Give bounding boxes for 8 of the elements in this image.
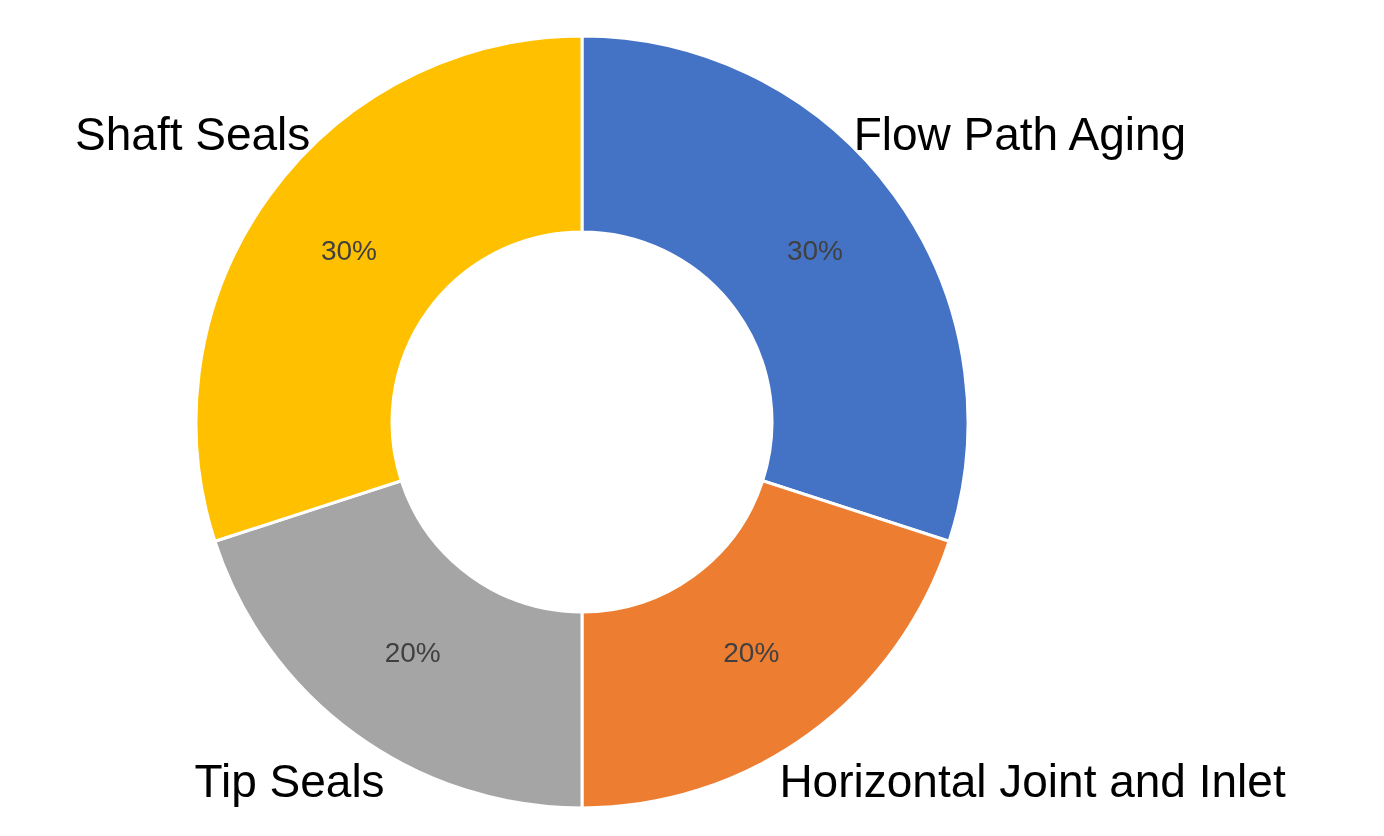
data-label: 30% (320, 235, 378, 267)
slice-label: Horizontal Joint and Inlet (779, 754, 1286, 807)
data-label: 20% (384, 637, 441, 669)
slice-label: Shaft Seals (75, 107, 311, 160)
data-label: 20% (723, 637, 780, 669)
slice-label: Tip Seals (194, 754, 385, 807)
data-label: 30% (786, 235, 844, 267)
slice-label: Flow Path Aging (853, 107, 1187, 160)
